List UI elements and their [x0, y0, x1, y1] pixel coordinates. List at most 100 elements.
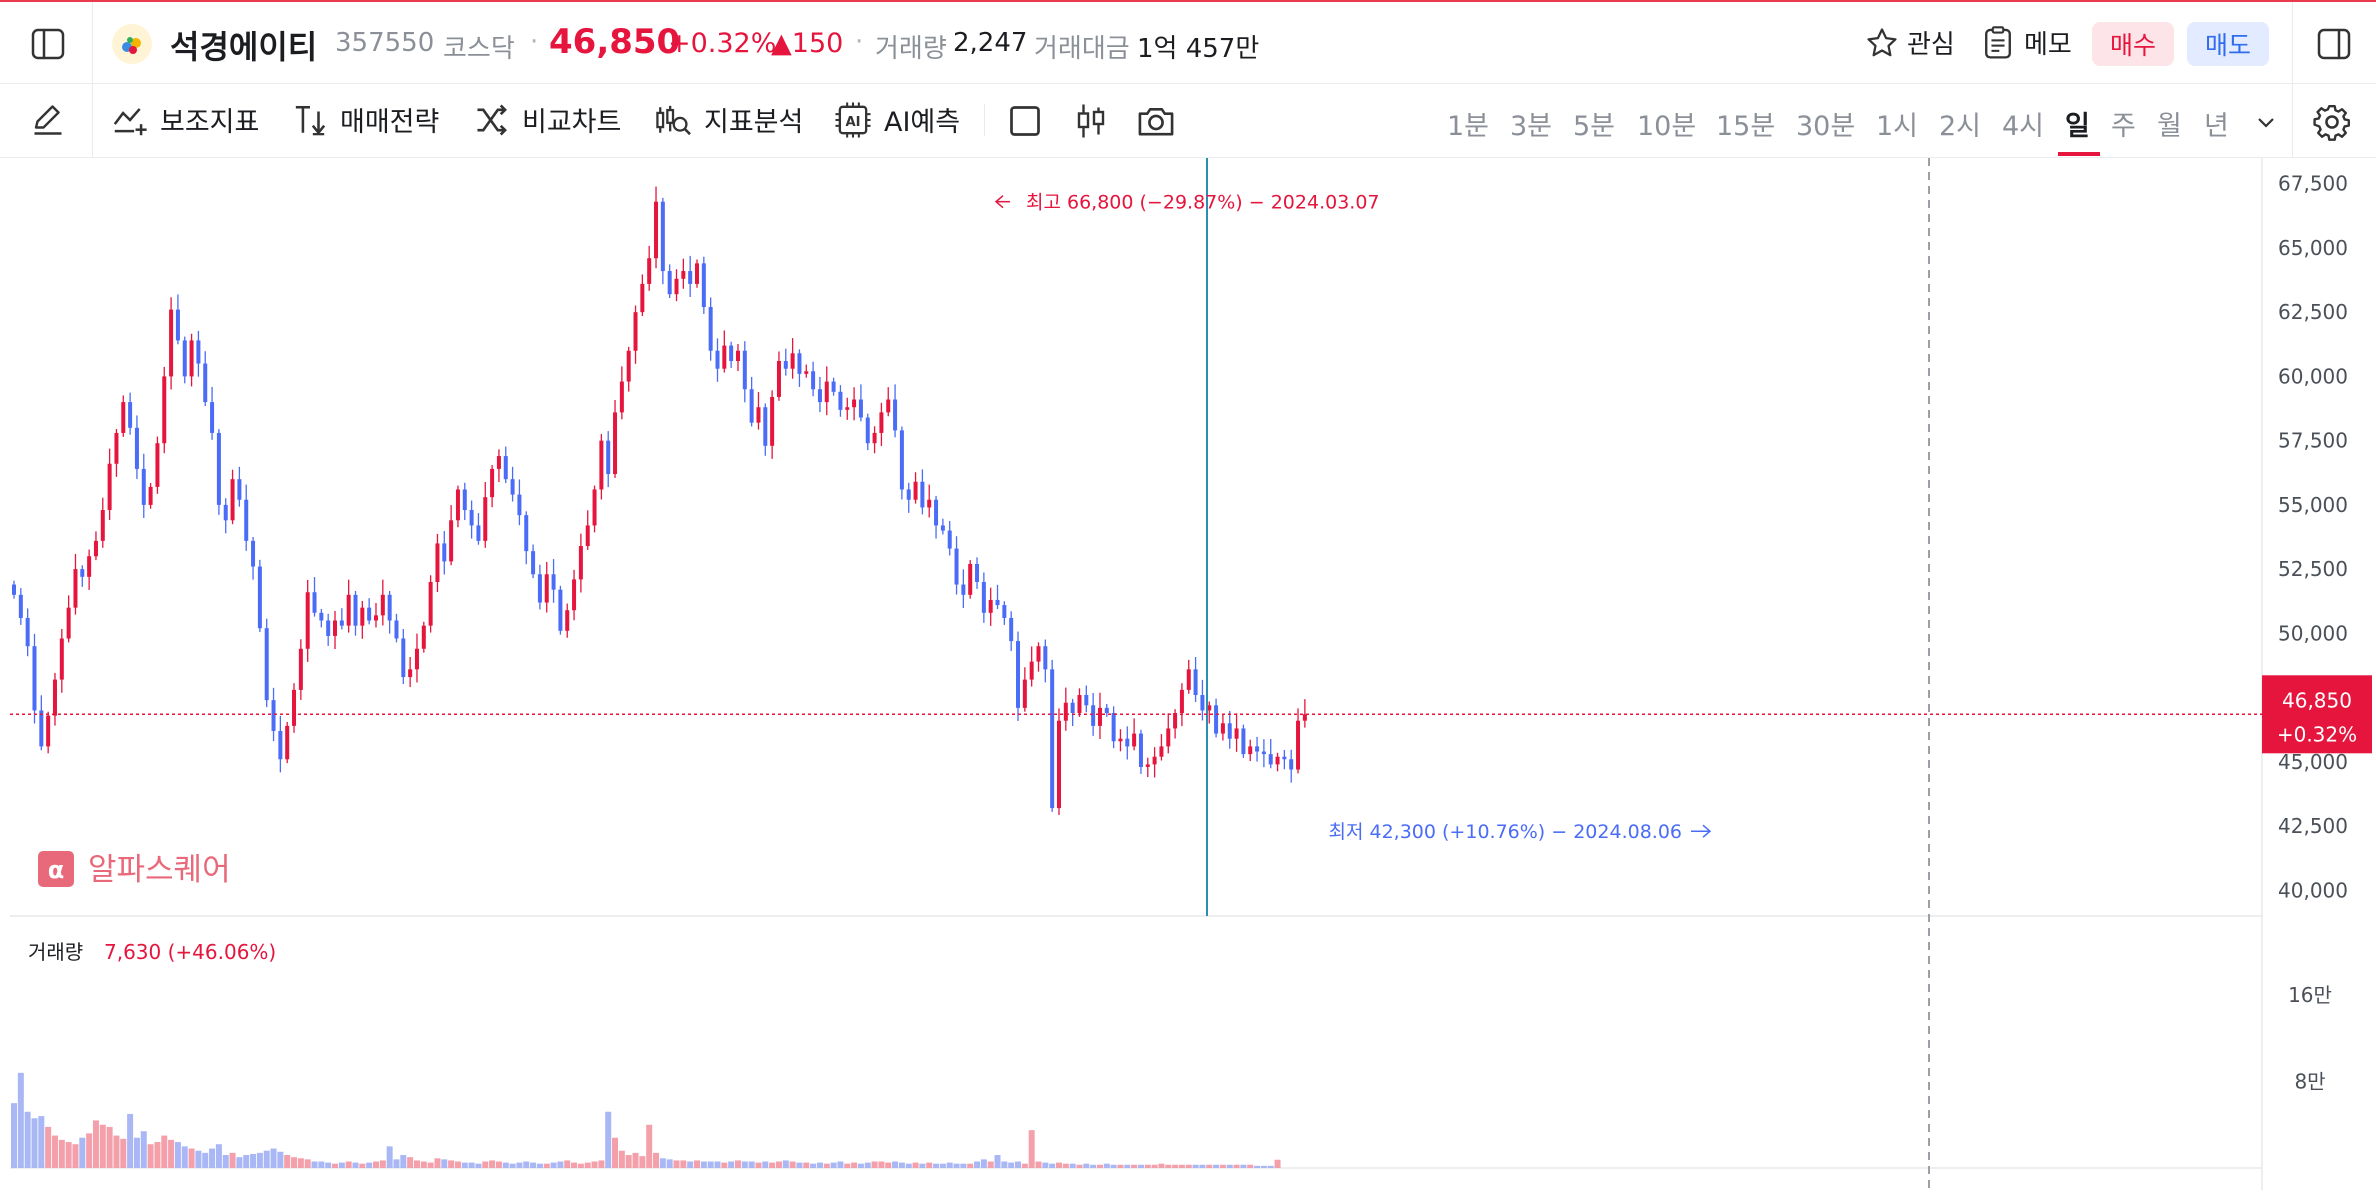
- volume-bar: [1199, 1164, 1206, 1168]
- svg-text:AI: AI: [845, 114, 860, 129]
- candle-body: [1125, 738, 1130, 747]
- volume-bar: [1219, 1164, 1226, 1168]
- square-icon[interactable]: [1006, 102, 1044, 140]
- volume-bar: [38, 1116, 45, 1168]
- volume-bar: [707, 1161, 714, 1168]
- volume-bar: [1062, 1163, 1069, 1168]
- volume-bar: [728, 1161, 735, 1168]
- volume-bar: [1090, 1164, 1097, 1168]
- volume-bar: [892, 1161, 899, 1168]
- volume-bar: [127, 1113, 134, 1168]
- panel-icon[interactable]: [2312, 22, 2356, 66]
- timeframe-year[interactable]: 년: [2204, 111, 2229, 142]
- volume-bar: [413, 1160, 420, 1168]
- sidebar-toggle-icon[interactable]: [26, 22, 70, 66]
- candle-body: [483, 497, 488, 541]
- candle-body: [408, 669, 413, 678]
- timeframe-2h[interactable]: 2시: [1939, 111, 1982, 142]
- volume-bar: [994, 1155, 1001, 1168]
- analysis-button[interactable]: 지표분석: [654, 100, 803, 139]
- watch-button[interactable]: 관심: [1865, 24, 1955, 61]
- candle-body: [906, 489, 911, 500]
- volume-bar: [407, 1157, 414, 1168]
- volume-bar: [933, 1163, 940, 1168]
- candle-body: [1138, 733, 1143, 767]
- volume-bar: [939, 1163, 946, 1168]
- timeframe-1m[interactable]: 1분: [1447, 111, 1490, 142]
- volume-bar: [782, 1160, 789, 1168]
- pen-icon[interactable]: [28, 100, 68, 140]
- volume-bar: [769, 1162, 776, 1168]
- volume-bar: [1124, 1164, 1131, 1168]
- candle-body: [1097, 707, 1102, 726]
- ai-predict-button[interactable]: AI AI예측: [834, 100, 960, 139]
- volume-bar: [168, 1139, 175, 1168]
- compare-button[interactable]: 비교차트: [474, 100, 621, 139]
- volume-bar: [106, 1126, 113, 1168]
- timeframe-day[interactable]: 일: [2065, 111, 2090, 142]
- candle-body: [626, 350, 631, 382]
- candle-body: [934, 499, 939, 526]
- timeframe-week[interactable]: 주: [2111, 111, 2136, 142]
- strategy-button[interactable]: 매매전략: [292, 100, 439, 139]
- candle-body: [1220, 723, 1225, 734]
- volume-bar: [161, 1135, 168, 1168]
- candle-body: [175, 309, 180, 341]
- candle-body: [1296, 720, 1301, 770]
- volume-bar: [133, 1137, 140, 1168]
- sell-button[interactable]: 매도: [2187, 22, 2269, 66]
- volume-bar: [393, 1159, 400, 1168]
- volume-bar: [318, 1161, 325, 1168]
- candle-body: [1104, 707, 1109, 714]
- timeframe-4h[interactable]: 4시: [2002, 111, 2045, 142]
- candle-body: [1111, 713, 1116, 742]
- timeframe-10m[interactable]: 10분: [1637, 111, 1697, 142]
- candle-body: [688, 271, 693, 284]
- candle-body: [817, 389, 822, 403]
- candle-body: [1289, 759, 1294, 770]
- candle-body: [462, 489, 467, 511]
- strategy-icon: [295, 105, 326, 135]
- volume-bar: [372, 1161, 379, 1168]
- candle-icon[interactable]: [1072, 102, 1110, 140]
- candle-body: [701, 263, 706, 308]
- price-chart[interactable]: 67,500 65,000 62,500 60,000 57,500 55,000 52,5…: [0, 158, 2376, 1190]
- candle-body: [735, 350, 740, 361]
- candle-body: [401, 638, 406, 678]
- volume-bar: [591, 1161, 598, 1168]
- active-timeframe-underline: [2058, 152, 2100, 156]
- candle-body: [1200, 695, 1205, 711]
- buy-button[interactable]: 매수: [2092, 22, 2174, 66]
- candle-body: [558, 589, 563, 631]
- indicators-button[interactable]: 보조지표: [112, 100, 259, 139]
- timeframe-3m[interactable]: 3분: [1510, 111, 1553, 142]
- volume-bar: [639, 1156, 646, 1168]
- timeframe-15m[interactable]: 15분: [1716, 111, 1776, 142]
- timeframe-5m[interactable]: 5분: [1573, 111, 1616, 142]
- chevron-down-icon[interactable]: [2250, 106, 2282, 138]
- volume-bar: [250, 1153, 257, 1168]
- indicators-label: 보조지표: [160, 107, 260, 138]
- candle-body: [968, 563, 973, 595]
- candle-body: [1070, 702, 1075, 714]
- timeframe-month[interactable]: 월: [2157, 111, 2182, 142]
- volume-bar: [1267, 1165, 1274, 1168]
- gear-icon[interactable]: [2310, 100, 2354, 144]
- timeframe-1h[interactable]: 1시: [1876, 111, 1919, 142]
- volume-bar: [51, 1135, 58, 1168]
- volume-bar: [571, 1162, 578, 1168]
- candle-body: [1255, 746, 1260, 752]
- timeframe-30m[interactable]: 30분: [1796, 111, 1856, 142]
- volume-bar: [851, 1162, 858, 1168]
- memo-button[interactable]: 메모: [1982, 24, 2072, 61]
- volume-bar: [741, 1161, 748, 1168]
- candle-body: [455, 489, 460, 521]
- volume-bar: [618, 1150, 625, 1168]
- camera-icon[interactable]: [1136, 102, 1176, 140]
- volume-bar: [352, 1162, 359, 1168]
- price-axis-tick: 60,000: [2278, 364, 2348, 388]
- candle-body: [449, 520, 454, 562]
- stock-header: 석경에이티 357550 코스닥 · 46,850 +0.32% ▲150 · …: [0, 2, 2376, 84]
- price-axis-tick: 52,500: [2278, 557, 2348, 581]
- volume-bar: [31, 1118, 38, 1168]
